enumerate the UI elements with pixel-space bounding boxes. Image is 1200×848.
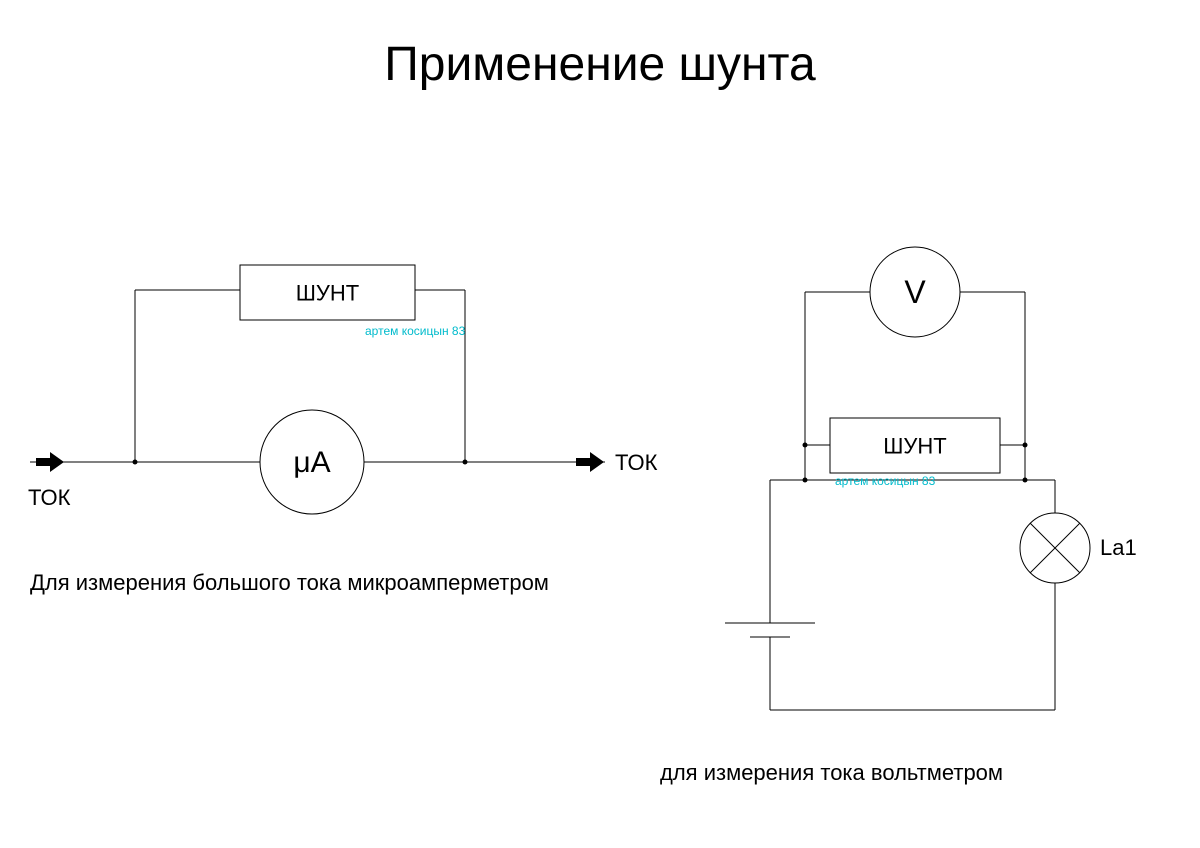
- right-caption: для измерения тока вольтметром: [660, 760, 1003, 785]
- tok-label-out: ТОК: [615, 450, 658, 475]
- node: [803, 443, 808, 448]
- current-arrow-in: [36, 452, 64, 472]
- node: [1023, 478, 1028, 483]
- page-title: Применение шунта: [384, 38, 816, 91]
- lamp-label: La1: [1100, 535, 1137, 560]
- tok-label-in: ТОК: [28, 485, 71, 510]
- watermark-right: артем косицын 83: [835, 474, 936, 488]
- microammeter-label: μA: [293, 446, 330, 479]
- watermark-left: артем косицын 83: [365, 324, 466, 338]
- node: [133, 460, 138, 465]
- node: [463, 460, 468, 465]
- shunt-label-right: ШУНТ: [883, 434, 946, 459]
- current-arrow-out: [576, 452, 604, 472]
- left-caption: Для измерения большого тока микроамперме…: [30, 570, 549, 595]
- shunt-label-left: ШУНТ: [296, 281, 359, 306]
- voltmeter-label: V: [904, 274, 926, 310]
- node: [803, 478, 808, 483]
- node: [1023, 443, 1028, 448]
